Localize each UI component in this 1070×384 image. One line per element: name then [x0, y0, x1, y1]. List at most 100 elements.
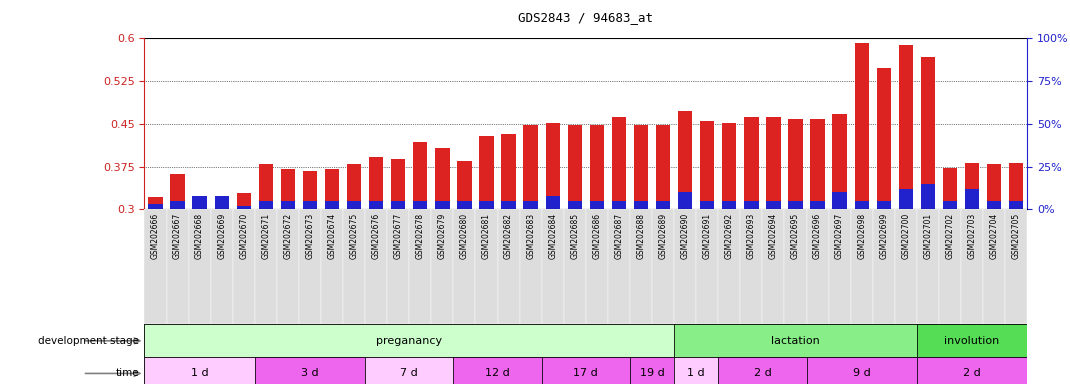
Bar — [144, 209, 167, 324]
Bar — [167, 209, 188, 324]
Bar — [807, 357, 917, 384]
Text: GSM202697: GSM202697 — [835, 213, 844, 259]
Bar — [612, 117, 626, 209]
Bar — [1009, 162, 1023, 209]
Bar — [987, 164, 1002, 209]
Bar — [369, 201, 383, 209]
Bar — [347, 164, 362, 209]
Text: 19 d: 19 d — [640, 368, 664, 379]
Text: GSM202672: GSM202672 — [284, 213, 292, 259]
Bar — [214, 207, 229, 209]
Bar — [939, 209, 961, 324]
Text: GSM202702: GSM202702 — [946, 213, 954, 259]
Bar — [810, 201, 825, 209]
Bar — [523, 125, 538, 209]
Text: GSM202675: GSM202675 — [350, 213, 358, 259]
Text: GSM202688: GSM202688 — [637, 213, 645, 259]
Bar — [365, 357, 454, 384]
Bar — [546, 195, 560, 209]
Bar — [498, 209, 520, 324]
Bar — [652, 209, 674, 324]
Text: GSM202673: GSM202673 — [305, 213, 315, 259]
Bar — [873, 209, 895, 324]
Bar — [369, 157, 383, 209]
Bar — [567, 125, 582, 209]
Bar — [590, 125, 605, 209]
Bar — [193, 195, 207, 209]
Text: GSM202684: GSM202684 — [548, 213, 557, 259]
Text: 9 d: 9 d — [853, 368, 871, 379]
Text: GSM202686: GSM202686 — [593, 213, 601, 259]
Bar — [784, 209, 807, 324]
Bar — [255, 209, 277, 324]
Bar — [502, 134, 516, 209]
Bar — [280, 201, 295, 209]
Bar — [722, 201, 736, 209]
Bar — [744, 201, 759, 209]
Bar — [700, 121, 715, 209]
Bar — [413, 201, 428, 209]
Bar — [365, 209, 387, 324]
Bar — [762, 209, 784, 324]
Bar — [722, 123, 736, 209]
Bar — [214, 195, 229, 209]
Bar — [454, 209, 475, 324]
Bar — [325, 201, 339, 209]
Text: GSM202699: GSM202699 — [880, 213, 888, 259]
Bar — [766, 117, 781, 209]
Text: GSM202676: GSM202676 — [371, 213, 381, 259]
Bar — [718, 209, 740, 324]
Bar — [479, 136, 493, 209]
Text: 1 d: 1 d — [687, 368, 705, 379]
Bar — [280, 169, 295, 209]
Bar — [965, 189, 979, 209]
Bar — [144, 324, 674, 357]
Bar — [475, 209, 498, 324]
Bar — [943, 168, 958, 209]
Text: GSM202680: GSM202680 — [460, 213, 469, 259]
Bar — [674, 324, 917, 357]
Text: lactation: lactation — [771, 336, 820, 346]
Bar — [917, 324, 1027, 357]
Bar — [920, 56, 935, 209]
Bar — [149, 197, 163, 209]
Bar — [410, 209, 431, 324]
Bar — [387, 209, 410, 324]
Text: development stage: development stage — [39, 336, 139, 346]
Text: GDS2843 / 94683_at: GDS2843 / 94683_at — [518, 12, 654, 25]
Bar — [233, 209, 255, 324]
Bar — [454, 357, 541, 384]
Bar — [744, 117, 759, 209]
Bar — [431, 209, 454, 324]
Bar — [608, 209, 630, 324]
Text: GSM202695: GSM202695 — [791, 213, 800, 259]
Bar — [170, 201, 185, 209]
Text: 17 d: 17 d — [574, 368, 598, 379]
Text: 2 d: 2 d — [963, 368, 981, 379]
Text: GSM202687: GSM202687 — [614, 213, 624, 259]
Bar — [479, 201, 493, 209]
Bar — [435, 148, 449, 209]
Bar — [413, 142, 428, 209]
Text: GSM202666: GSM202666 — [151, 213, 160, 259]
Bar — [789, 119, 802, 209]
Text: time: time — [116, 368, 139, 379]
Bar — [303, 201, 317, 209]
Bar — [697, 209, 718, 324]
Text: GSM202701: GSM202701 — [923, 213, 932, 259]
Bar — [917, 209, 939, 324]
Bar — [851, 209, 873, 324]
Bar — [1005, 209, 1027, 324]
Bar — [656, 201, 670, 209]
Bar — [965, 162, 979, 209]
Bar — [343, 209, 365, 324]
Bar — [457, 161, 472, 209]
Bar — [674, 209, 697, 324]
Text: GSM202689: GSM202689 — [658, 213, 668, 259]
Bar — [855, 43, 869, 209]
Text: GSM202696: GSM202696 — [813, 213, 822, 259]
Bar — [832, 192, 846, 209]
Bar — [546, 123, 560, 209]
Text: GSM202671: GSM202671 — [261, 213, 271, 259]
Bar — [586, 209, 608, 324]
